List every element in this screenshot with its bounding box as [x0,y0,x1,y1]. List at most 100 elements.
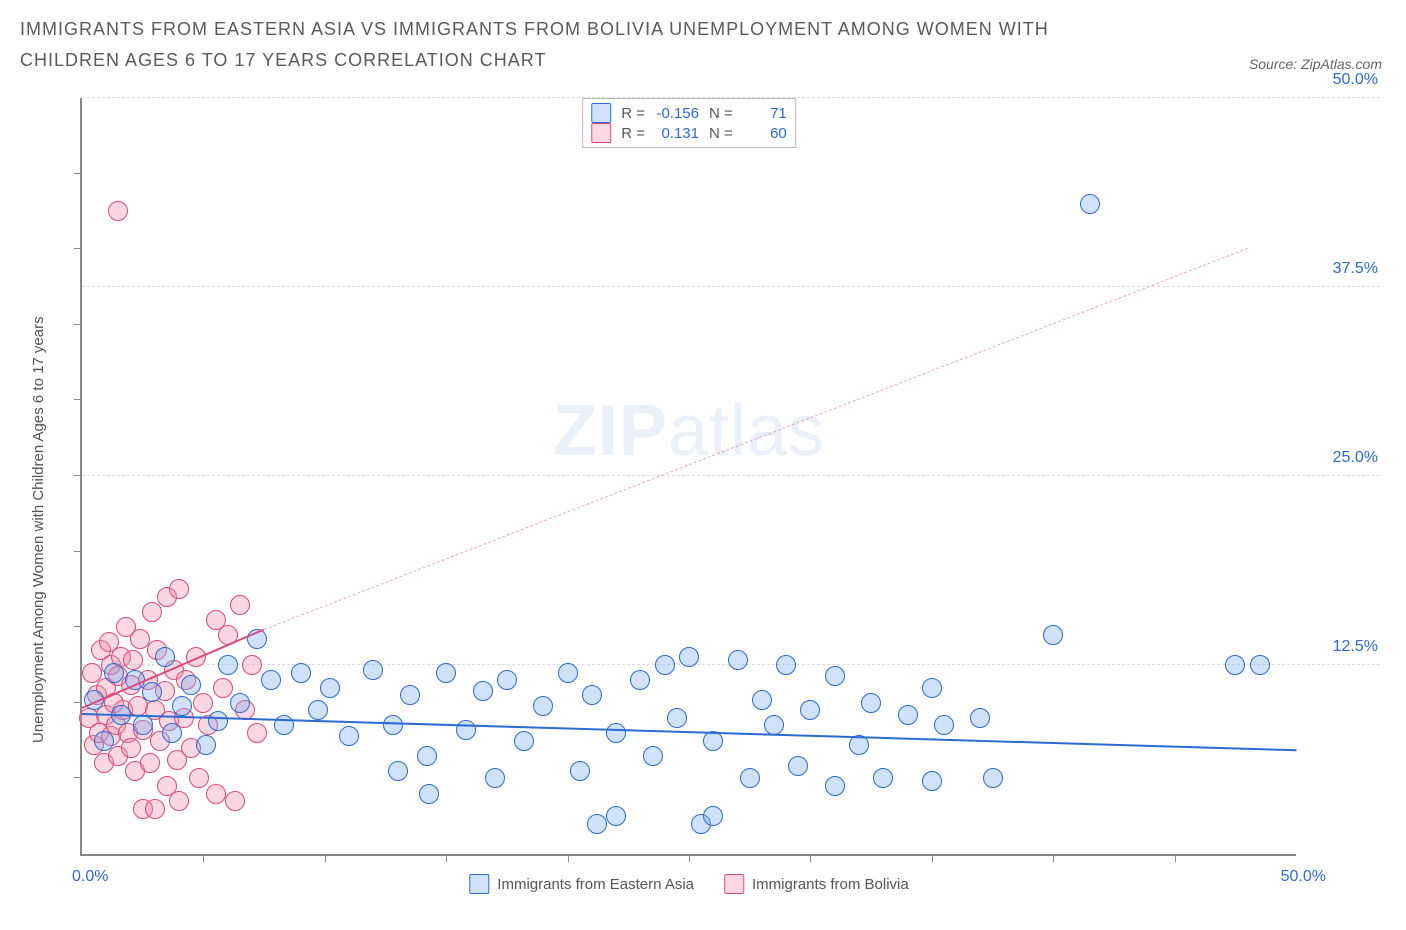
data-point-a [196,735,216,755]
data-point-a [485,768,505,788]
data-point-a [587,814,607,834]
n-label-b: N = [709,125,733,142]
data-point-a [230,693,250,713]
data-point-a [1225,655,1245,675]
x-tick [446,854,447,862]
data-point-b [247,723,267,743]
y-tick-label: 50.0% [1333,71,1378,89]
data-point-b [169,579,189,599]
x-tick [1175,854,1176,862]
data-point-a [308,700,328,720]
data-point-a [679,647,699,667]
data-point-a [218,655,238,675]
data-point-a [983,768,1003,788]
data-point-b [123,650,143,670]
data-point-a [825,776,845,796]
data-point-a [363,660,383,680]
data-point-a [934,715,954,735]
x-axis-max-label: 50.0% [1281,868,1326,886]
n-value-b: 60 [739,125,787,142]
data-point-a [606,806,626,826]
source-attribution: Source: ZipAtlas.com [1249,56,1382,72]
data-point-a [388,761,408,781]
data-point-a [261,670,281,690]
swatch-a [591,103,611,123]
data-point-a [898,705,918,725]
n-label-a: N = [709,105,733,122]
x-tick [689,854,690,862]
chart-title: IMMIGRANTS FROM EASTERN ASIA VS IMMIGRAN… [20,14,1120,75]
data-point-b [121,738,141,758]
data-point-a [922,771,942,791]
data-point-a [582,685,602,705]
data-point-b [206,784,226,804]
y-axis-label: Unemployment Among Women with Children A… [30,210,52,850]
data-point-a [703,806,723,826]
data-point-a [970,708,990,728]
data-point-a [514,731,534,751]
legend-label-b: Immigrants from Bolivia [752,876,909,893]
data-point-a [825,666,845,686]
x-tick [568,854,569,862]
data-point-a [800,700,820,720]
data-point-a [1250,655,1270,675]
y-tick [74,702,82,703]
data-point-a [456,720,476,740]
data-point-a [419,784,439,804]
data-point-b [230,595,250,615]
data-point-a [473,681,493,701]
y-tick [74,173,82,174]
data-point-b [142,602,162,622]
data-point-a [133,715,153,735]
data-point-a [104,663,124,683]
x-tick [325,854,326,862]
y-tick [74,324,82,325]
data-point-a [861,693,881,713]
data-point-a [172,696,192,716]
data-point-b [169,791,189,811]
r-value-b: 0.131 [651,125,699,142]
data-point-a [320,678,340,698]
r-value-a: -0.156 [651,105,699,122]
data-point-a [94,731,114,751]
plot-area: ZIPatlas R = -0.156 N = 71 R = 0.131 N =… [80,98,1296,856]
x-tick [203,854,204,862]
data-point-a [740,768,760,788]
y-tick [74,626,82,627]
data-point-a [436,663,456,683]
data-point-a [142,682,162,702]
data-point-b [189,768,209,788]
data-point-a [533,696,553,716]
series-legend: Immigrants from Eastern Asia Immigrants … [469,874,908,894]
data-point-a [291,663,311,683]
data-point-a [655,655,675,675]
stats-legend: R = -0.156 N = 71 R = 0.131 N = 60 [582,98,796,148]
x-tick [932,854,933,862]
swatch-a-icon [469,874,489,894]
swatch-b [591,123,611,143]
r-label-a: R = [621,105,645,122]
chart-container: Unemployment Among Women with Children A… [20,90,1386,910]
x-tick [810,854,811,862]
data-point-b [213,678,233,698]
data-point-a [497,670,517,690]
data-point-a [339,726,359,746]
data-point-a [1043,625,1063,645]
data-point-a [643,746,663,766]
data-point-b [242,655,262,675]
y-tick [74,777,82,778]
data-point-a [606,723,626,743]
x-tick [1053,854,1054,862]
y-tick [74,248,82,249]
data-point-b [145,799,165,819]
data-point-b [193,693,213,713]
data-point-a [558,663,578,683]
legend-label-a: Immigrants from Eastern Asia [497,876,694,893]
y-tick-label: 25.0% [1333,449,1378,467]
data-point-a [1080,194,1100,214]
data-point-b [108,201,128,221]
n-value-a: 71 [739,105,787,122]
legend-item-a: Immigrants from Eastern Asia [469,874,694,894]
data-point-b [225,791,245,811]
data-point-a [667,708,687,728]
